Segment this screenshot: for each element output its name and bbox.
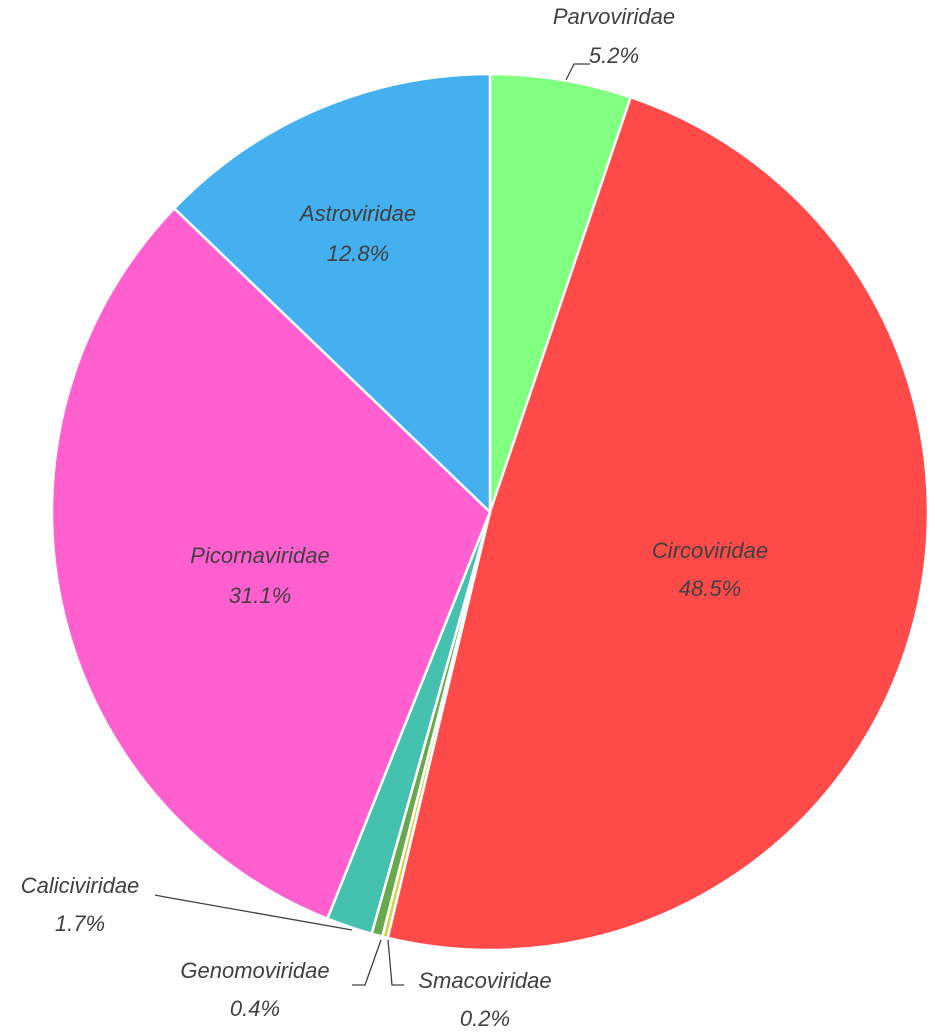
slice-label: Smacoviridae: [418, 968, 551, 993]
leader-line: [387, 939, 404, 986]
value-label: 1.7%: [55, 911, 105, 936]
slice-label: Circoviridae: [652, 538, 768, 563]
leader-line: [154, 894, 353, 931]
wedge: [488, 72, 633, 513]
wedge: [50, 206, 492, 921]
value-label: 5.2%: [589, 43, 639, 68]
value-label: 0.4%: [230, 996, 280, 1021]
slice-label: Parvoviridae: [553, 4, 675, 29]
slice-label: Genomoviridae: [180, 958, 329, 983]
slice-label: Caliciviridae: [21, 873, 140, 898]
wedge: [386, 95, 930, 952]
value-label: 48.5%: [679, 576, 741, 601]
leader-line: [565, 63, 590, 81]
value-label: 31.1%: [229, 583, 291, 608]
slice-label: Picornaviridae: [190, 543, 329, 568]
value-label: 12.8%: [327, 241, 389, 266]
value-label: 0.2%: [460, 1006, 510, 1031]
slice-label: Astroviridae: [298, 201, 416, 226]
leader-line: [352, 939, 382, 986]
wedge: [172, 72, 492, 515]
